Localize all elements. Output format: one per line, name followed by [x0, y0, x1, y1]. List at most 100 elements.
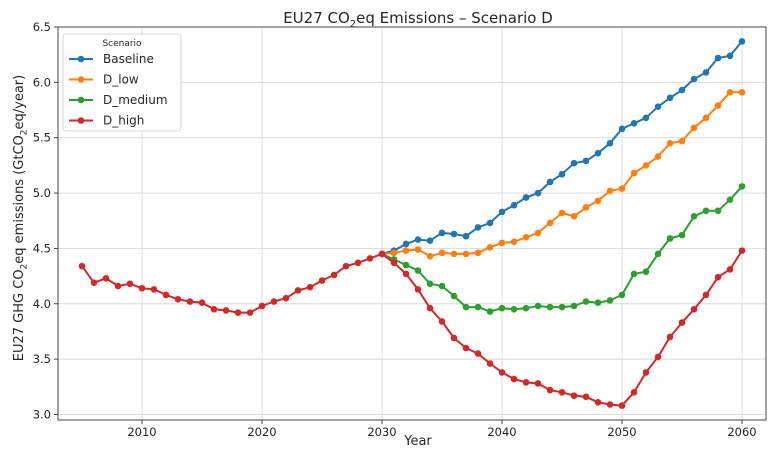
data-point-baseline	[486, 219, 494, 227]
chart-title-rest: eq Emissions – Scenario D	[356, 9, 553, 27]
data-point-d-high	[150, 286, 158, 293]
data-point-d-low	[438, 249, 446, 257]
data-point-d-high	[678, 319, 686, 326]
legend-label: Baseline	[103, 52, 154, 66]
legend-title: Scenario	[102, 39, 142, 49]
data-point-d-medium	[582, 298, 590, 305]
legend-label: D_high	[103, 114, 144, 128]
data-point-d-low	[522, 234, 530, 241]
data-point-d-medium	[642, 268, 650, 275]
data-point-d-low	[558, 209, 566, 217]
series-d-medium	[378, 183, 746, 315]
data-point-d-medium	[402, 261, 410, 269]
data-point-d-high	[246, 309, 254, 316]
legend-items: Baseline D_low D_medium D_high	[69, 52, 168, 128]
data-point-d-high	[570, 392, 578, 399]
series-baseline	[378, 38, 746, 258]
legend-swatch-marker	[77, 76, 85, 83]
data-point-d-high	[462, 344, 470, 352]
data-point-baseline	[522, 194, 530, 201]
data-point-d-low	[390, 249, 398, 257]
data-point-d-high	[558, 389, 566, 396]
data-point-d-high	[702, 291, 710, 299]
y-tick-label: 5.0	[33, 186, 51, 200]
data-point-d-medium	[654, 250, 662, 258]
data-point-d-high	[618, 402, 626, 409]
data-point-d-low	[534, 229, 542, 237]
data-point-d-high	[234, 309, 242, 316]
data-point-d-high	[666, 333, 674, 341]
data-point-d-medium	[690, 213, 698, 220]
data-point-d-low	[594, 197, 602, 205]
legend-item-d-high: D_high	[69, 114, 144, 128]
data-point-baseline	[702, 69, 710, 76]
data-point-d-medium	[462, 303, 470, 311]
data-point-d-low	[702, 114, 710, 122]
data-point-d-high	[306, 283, 314, 291]
data-point-d-high	[210, 305, 218, 313]
data-point-d-low	[462, 250, 470, 258]
data-point-d-medium	[726, 196, 734, 203]
data-point-d-low	[678, 137, 686, 145]
x-tick-label: 2040	[487, 425, 516, 439]
data-point-d-high	[414, 286, 422, 293]
x-tick-label: 2010	[127, 425, 156, 439]
data-point-d-low	[618, 185, 626, 192]
data-point-d-low	[690, 124, 698, 132]
data-point-baseline	[738, 38, 746, 45]
data-point-d-medium	[546, 303, 554, 311]
series-group	[78, 38, 746, 409]
data-point-d-high	[354, 259, 362, 267]
y-axis-label-subscript-1: 2	[20, 264, 30, 270]
data-point-d-high	[546, 386, 554, 394]
data-point-d-high	[402, 270, 410, 278]
data-point-d-medium	[534, 302, 542, 310]
data-point-d-high	[114, 282, 122, 290]
data-point-d-low	[546, 219, 554, 227]
data-point-d-high	[726, 266, 734, 273]
y-axis-label: EU27 GHG CO2eq emissions (GtCO2eq/year)	[12, 75, 30, 361]
data-point-d-high	[258, 302, 266, 310]
series-line-baseline	[381, 40, 743, 255]
data-point-d-high	[630, 389, 638, 396]
data-point-baseline	[558, 170, 566, 178]
data-point-d-medium	[738, 183, 746, 190]
data-point-d-low	[630, 169, 638, 177]
y-axis-label-part-3: eq/year)	[12, 75, 27, 130]
data-point-d-high	[318, 277, 326, 284]
y-tick-label: 6.5	[33, 20, 51, 34]
data-point-d-high	[366, 255, 374, 262]
data-point-d-medium	[618, 291, 626, 299]
data-point-d-high	[690, 305, 698, 313]
y-tick-label: 3.0	[33, 407, 51, 421]
legend-item-baseline: Baseline	[69, 52, 154, 66]
series-d-low	[378, 89, 746, 260]
y-tick-label: 3.5	[33, 352, 51, 366]
data-point-d-medium	[606, 297, 614, 304]
x-tick-label: 2050	[607, 425, 636, 439]
data-point-d-medium	[594, 299, 602, 306]
data-point-d-medium	[678, 231, 686, 239]
data-point-baseline	[402, 240, 410, 248]
data-point-baseline	[726, 52, 734, 60]
chart-title-subscript: 2	[350, 19, 356, 30]
data-point-d-high	[186, 298, 194, 305]
y-axis-label-part-1: EU27 GHG CO	[12, 269, 27, 361]
data-point-d-high	[642, 369, 650, 376]
data-point-baseline	[546, 178, 554, 186]
data-point-d-medium	[486, 308, 494, 315]
data-point-d-medium	[702, 207, 710, 215]
series-line-d-high	[81, 250, 743, 407]
data-point-d-medium	[498, 304, 506, 312]
data-point-baseline	[678, 86, 686, 94]
data-point-d-high	[270, 298, 278, 305]
data-point-d-high	[654, 353, 662, 361]
data-point-d-high	[282, 294, 290, 302]
data-point-d-medium	[714, 207, 722, 215]
y-axis-label-part-2: eq emissions (GtCO	[12, 135, 27, 263]
data-point-baseline	[534, 189, 542, 197]
data-point-d-high	[90, 279, 98, 287]
y-tick-label: 5.5	[33, 131, 51, 145]
data-point-d-low	[666, 139, 674, 147]
